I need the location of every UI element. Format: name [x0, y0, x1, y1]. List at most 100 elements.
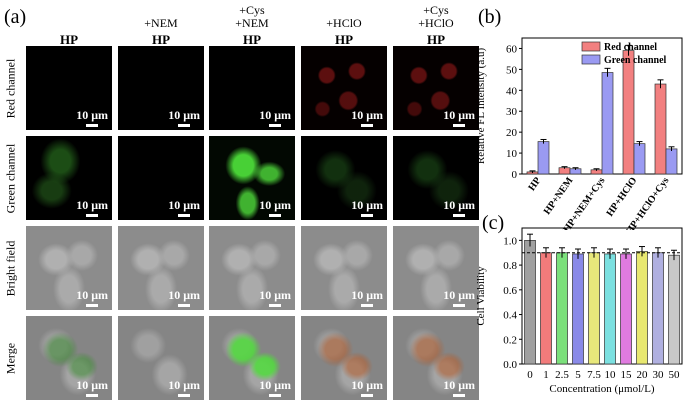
- scale-bar-label: 10 μm: [168, 378, 200, 392]
- micrograph: 10 μm: [301, 46, 387, 130]
- scale-bar: 10 μm: [443, 288, 475, 307]
- scale-bar-label: 10 μm: [259, 108, 291, 122]
- column-header: +Cys +NEM: [207, 4, 297, 30]
- scale-bar-line: [269, 304, 282, 307]
- bar: [604, 253, 616, 365]
- micrograph: 10 μm: [209, 226, 295, 310]
- panel-label-a: (a): [4, 6, 27, 28]
- scale-bar-label: 10 μm: [76, 378, 108, 392]
- scale-bar: 10 μm: [443, 198, 475, 217]
- scale-bar-label: 10 μm: [443, 108, 475, 122]
- x-tick-label: HP+NEM: [542, 175, 576, 217]
- probe-label: HP: [151, 32, 171, 47]
- chart-c: 0.0 0.2 0.4 0.6 0.8 1.0 0 1 2.5 5 7.5 10 15 20 30 50 Cel…: [475, 227, 683, 395]
- micrograph: 10 μm: [26, 136, 112, 220]
- scale-bar-line: [178, 124, 191, 127]
- column-header-line: +Cys: [239, 3, 265, 17]
- probe-label: HP: [334, 32, 354, 47]
- scale-bar-line: [86, 394, 99, 397]
- y-tick-label: 30: [506, 106, 518, 118]
- column-header: [24, 4, 114, 30]
- micrograph: 10 μm: [393, 226, 479, 310]
- scale-bar-line: [178, 214, 191, 217]
- row-label: Merge: [3, 342, 18, 375]
- bar: [588, 252, 600, 365]
- y-tick-label: 0.8: [503, 260, 517, 272]
- scale-bar: 10 μm: [259, 378, 291, 397]
- scale-bar-line: [178, 394, 191, 397]
- scale-bar-line: [453, 214, 466, 217]
- scale-bar: 10 μm: [259, 198, 291, 217]
- chart-b: 0102030405060HPHP+NEMHP+NEM+CysHP+HClOHP…: [475, 37, 683, 230]
- scale-bar-label: 10 μm: [168, 198, 200, 212]
- column-header-line: +HClO: [418, 16, 454, 30]
- x-tick-label: 1: [543, 369, 549, 381]
- scale-bar-line: [453, 394, 466, 397]
- scale-bar-label: 10 μm: [351, 288, 383, 302]
- scale-bar-line: [269, 394, 282, 397]
- scale-bar-label: 10 μm: [76, 198, 108, 212]
- plot-frame: [521, 227, 683, 365]
- micrograph: 10 μm: [209, 136, 295, 220]
- scale-bar-line: [361, 304, 374, 307]
- scale-bar-line: [269, 124, 282, 127]
- legend-swatch: [581, 54, 601, 65]
- scale-bar-line: [178, 304, 191, 307]
- y-tick-label: 0.2: [503, 334, 517, 346]
- bar: [537, 141, 550, 175]
- column-header-line: +NEM: [235, 16, 269, 30]
- micrograph: 10 μm: [118, 136, 204, 220]
- scale-bar: 10 μm: [76, 378, 108, 397]
- bar: [652, 252, 664, 365]
- y-tick-label: 0: [512, 169, 518, 181]
- micrograph: 10 μm: [118, 316, 204, 400]
- column-header: +HClO: [299, 4, 389, 30]
- scale-bar-label: 10 μm: [443, 198, 475, 212]
- scale-bar-line: [86, 124, 99, 127]
- y-tick-label: 40: [506, 85, 518, 97]
- y-tick-label: 60: [506, 43, 518, 55]
- column-header: +NEM: [116, 4, 206, 30]
- bar: [556, 252, 568, 365]
- bar: [540, 252, 552, 365]
- micrograph: 10 μm: [301, 136, 387, 220]
- x-tick-label: 0: [527, 369, 533, 381]
- scale-bar-label: 10 μm: [168, 108, 200, 122]
- scale-bar-label: 10 μm: [351, 198, 383, 212]
- x-tick-label: 5: [575, 369, 581, 381]
- scale-bar-label: 10 μm: [76, 288, 108, 302]
- scale-bar-label: 10 μm: [76, 108, 108, 122]
- x-tick-label: 10: [605, 369, 617, 381]
- panel-label-c: (c): [482, 212, 505, 234]
- scale-bar-line: [86, 214, 99, 217]
- bar: [665, 148, 678, 175]
- micrograph: 10 μm: [209, 316, 295, 400]
- column-header-line: +NEM: [144, 16, 178, 30]
- scale-bar: 10 μm: [443, 108, 475, 127]
- bar: [636, 251, 648, 365]
- scale-bar: 10 μm: [443, 378, 475, 397]
- scale-bar: 10 μm: [351, 288, 383, 307]
- x-tick-label: 50: [669, 369, 681, 381]
- scale-bar: 10 μm: [259, 108, 291, 127]
- probe-label: HP: [59, 32, 79, 47]
- scale-bar-line: [453, 304, 466, 307]
- micrograph: 10 μm: [118, 46, 204, 130]
- micrograph: 10 μm: [301, 226, 387, 310]
- y-axis-label: Cell Viability: [475, 266, 487, 326]
- micrograph: 10 μm: [301, 316, 387, 400]
- scale-bar: 10 μm: [168, 378, 200, 397]
- x-tick-label: HP: [526, 175, 543, 193]
- column-header: +Cys +HClO: [391, 4, 481, 30]
- scale-bar-label: 10 μm: [259, 288, 291, 302]
- x-axis-label: Concentration (μmol/L): [549, 383, 655, 395]
- column-header-line: [24, 17, 114, 30]
- scale-bar: 10 μm: [351, 198, 383, 217]
- scale-bar: 10 μm: [351, 378, 383, 397]
- y-tick-label: 1.0: [503, 235, 517, 247]
- x-tick-label: 30: [653, 369, 665, 381]
- row-label: Green channel: [3, 143, 18, 214]
- micrograph: 10 μm: [26, 46, 112, 130]
- scale-bar-line: [453, 124, 466, 127]
- micrograph: 10 μm: [393, 136, 479, 220]
